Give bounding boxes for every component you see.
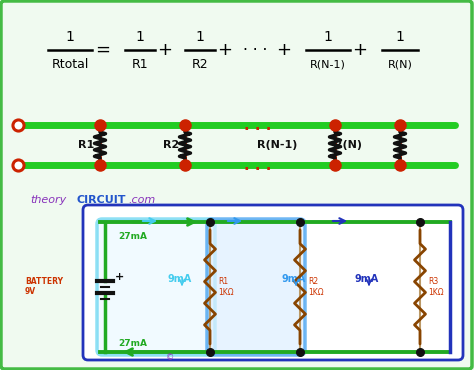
FancyBboxPatch shape xyxy=(83,205,463,360)
FancyBboxPatch shape xyxy=(97,219,215,355)
Text: 1: 1 xyxy=(324,30,332,44)
Text: +: + xyxy=(115,272,124,282)
Text: R3
1KΩ: R3 1KΩ xyxy=(428,277,444,297)
Text: R(N-1): R(N-1) xyxy=(310,59,346,69)
Text: Rtotal: Rtotal xyxy=(51,57,89,71)
Text: R2
1KΩ: R2 1KΩ xyxy=(308,277,324,297)
FancyBboxPatch shape xyxy=(207,219,305,355)
Text: R(N): R(N) xyxy=(388,59,412,69)
Text: CIRCUIT: CIRCUIT xyxy=(76,195,126,205)
Text: 1: 1 xyxy=(196,30,204,44)
Text: R(N-1): R(N-1) xyxy=(256,140,297,150)
Text: 1: 1 xyxy=(396,30,404,44)
Text: +: + xyxy=(276,41,292,59)
Text: theory: theory xyxy=(30,195,66,205)
Text: R1
1KΩ: R1 1KΩ xyxy=(218,277,234,297)
Text: 1: 1 xyxy=(136,30,145,44)
Text: .com: .com xyxy=(128,195,155,205)
Text: 27mA: 27mA xyxy=(118,339,147,347)
Text: . . .: . . . xyxy=(244,118,272,132)
Text: · · ·: · · · xyxy=(243,43,267,57)
Text: BATTERY: BATTERY xyxy=(25,278,63,286)
Text: ©: © xyxy=(166,353,174,362)
Text: 9mA: 9mA xyxy=(355,274,379,284)
Text: 1: 1 xyxy=(65,30,74,44)
Text: +: + xyxy=(218,41,233,59)
Text: R2: R2 xyxy=(163,140,179,150)
Text: R1: R1 xyxy=(132,57,148,71)
Text: . . .: . . . xyxy=(244,158,272,172)
Text: 9mA: 9mA xyxy=(168,274,192,284)
Text: 27mA: 27mA xyxy=(118,232,147,240)
Text: +: + xyxy=(157,41,173,59)
Text: +: + xyxy=(353,41,367,59)
Text: 9V: 9V xyxy=(25,287,36,296)
Text: R1: R1 xyxy=(78,140,94,150)
Text: R2: R2 xyxy=(191,57,208,71)
Text: R(N): R(N) xyxy=(334,140,362,150)
Text: 9mA: 9mA xyxy=(282,274,306,284)
Text: =: = xyxy=(95,41,110,59)
